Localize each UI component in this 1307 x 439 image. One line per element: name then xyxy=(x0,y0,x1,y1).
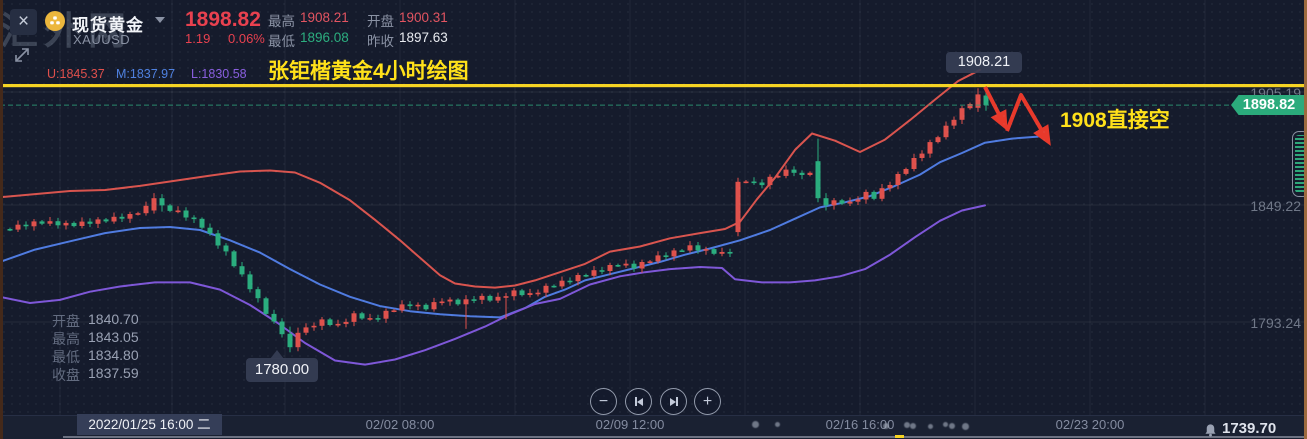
hover-high-label: 最高 xyxy=(52,331,80,347)
low-tooltip-pointer xyxy=(270,350,284,359)
watermark-dot xyxy=(942,421,948,427)
watermark-dot xyxy=(910,423,916,429)
skip-to-start-button[interactable] xyxy=(625,388,652,415)
zoom-in-button[interactable]: + xyxy=(694,388,721,415)
hover-close-label: 收盘 xyxy=(52,367,80,383)
y-axis-label: 1793.24 xyxy=(1250,315,1301,331)
right-frame-border xyxy=(1304,0,1307,439)
left-frame-border xyxy=(0,0,3,439)
watermark-dot xyxy=(927,423,933,429)
selected-time-label: 2022/01/25 16:00 二 xyxy=(77,414,222,435)
hover-low-label: 最低 xyxy=(52,349,80,365)
x-axis-tick: 02/09 12:00 xyxy=(595,417,665,432)
hover-open-label: 开盘 xyxy=(52,313,80,329)
gold-coin-icon xyxy=(45,11,65,31)
stat-label-open: 开盘 xyxy=(367,14,394,29)
boll-middle-readout: M:1837.97 xyxy=(116,67,176,81)
close-icon[interactable]: × xyxy=(10,9,37,35)
stat-value-high: 1908.21 xyxy=(300,10,349,25)
watermark-dot xyxy=(961,422,969,430)
stat-label-high: 最高 xyxy=(268,14,295,29)
watermark-dot xyxy=(949,423,955,429)
price-change: 1.19 xyxy=(185,31,211,46)
annotation-short-text: 1908直接空 xyxy=(1060,109,1170,132)
low-price-tooltip: 1780.00 xyxy=(246,358,318,382)
stat-value-prevclose: 1897.63 xyxy=(399,30,448,45)
watermark-dot xyxy=(751,420,759,428)
watermark-dot xyxy=(904,422,910,428)
chevron-down-icon[interactable] xyxy=(155,17,165,23)
hover-close-value: 1837.59 xyxy=(88,365,139,381)
x-axis-tick: 02/16 16:00 xyxy=(825,417,895,432)
y-axis-bottom-label: 1739.70 xyxy=(1222,420,1277,437)
horizontal-scrollbar[interactable] xyxy=(63,436,1307,438)
stat-value-open: 1900.31 xyxy=(399,10,448,25)
stat-value-low: 1896.08 xyxy=(300,30,349,45)
last-price: 1898.82 xyxy=(185,8,261,31)
hover-open-value: 1840.70 xyxy=(88,311,139,327)
alert-bell-icon[interactable] xyxy=(1203,423,1218,438)
scrollbar-marker xyxy=(895,435,904,438)
stat-label-low: 最低 xyxy=(268,34,295,49)
peak-price-tooltip: 1908.21 xyxy=(946,52,1022,73)
expand-icon[interactable] xyxy=(11,44,33,66)
current-price-badge: 1898.82 xyxy=(1231,95,1307,115)
annotation-title-text: 张钜楷黄金4小时绘图 xyxy=(268,60,469,83)
y-axis-label: 1849.22 xyxy=(1250,198,1301,214)
price-change-pct: 0.06% xyxy=(228,31,265,46)
boll-lower-readout: L:1830.58 xyxy=(191,67,247,81)
watermark-dot xyxy=(774,421,780,427)
symbol-selector[interactable]: 现货黄金 xyxy=(72,16,144,35)
x-axis-tick: 02/23 20:00 xyxy=(1055,417,1125,432)
zoom-out-button[interactable]: − xyxy=(590,388,617,415)
x-axis-tick: 02/02 08:00 xyxy=(365,417,435,432)
hover-low-value: 1834.80 xyxy=(88,347,139,363)
boll-upper-readout: U:1845.37 xyxy=(47,67,105,81)
stat-label-prevclose: 昨收 xyxy=(367,34,394,49)
hover-high-value: 1843.05 xyxy=(88,329,139,345)
skip-to-end-button[interactable] xyxy=(660,388,687,415)
watermark-dot xyxy=(883,423,889,429)
symbol-code: XAUUSD xyxy=(73,32,131,47)
